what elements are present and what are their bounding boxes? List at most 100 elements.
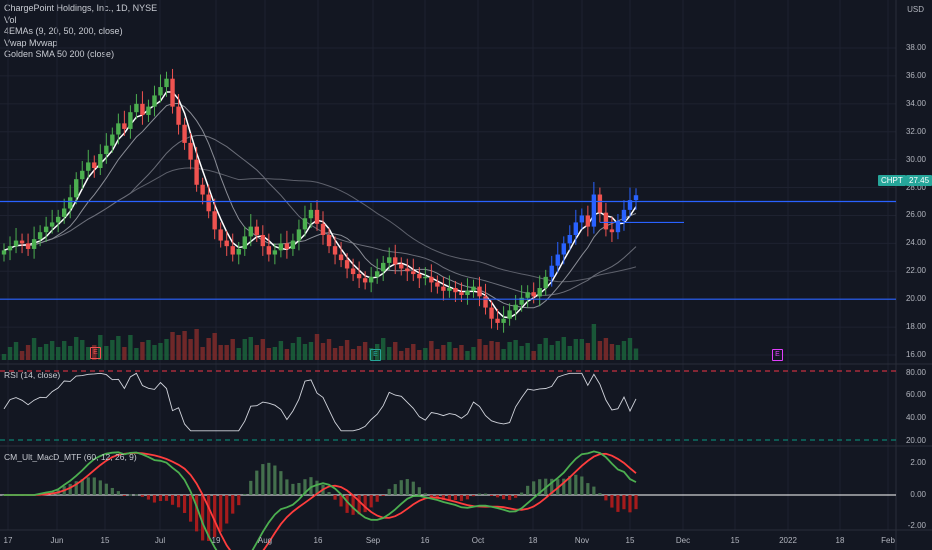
volume-bar bbox=[567, 346, 572, 360]
price-tick-label: 28.00 bbox=[905, 182, 926, 192]
earnings-marker-1[interactable]: E bbox=[90, 347, 101, 359]
indicator-emas[interactable]: 4EMAs (9, 20, 50, 200, close) bbox=[4, 26, 123, 36]
time-tick-label: Sep bbox=[365, 536, 381, 545]
volume-bar bbox=[423, 348, 428, 360]
macd-histogram-bar bbox=[387, 488, 391, 495]
candle-body bbox=[224, 240, 229, 247]
last-price-tag: 27.45 bbox=[906, 175, 932, 186]
volume-bar bbox=[483, 345, 488, 360]
earnings-marker-3[interactable]: E bbox=[772, 349, 783, 361]
candle-body bbox=[110, 134, 115, 146]
candle-body bbox=[459, 292, 464, 295]
volume-bar bbox=[326, 339, 332, 360]
volume-bar bbox=[68, 346, 73, 360]
macd-histogram-bar bbox=[158, 495, 163, 502]
candle-body bbox=[31, 239, 37, 249]
macd-histogram-bar bbox=[369, 495, 373, 508]
macd-histogram-bar bbox=[586, 483, 590, 495]
macd-histogram-bar bbox=[465, 495, 470, 500]
candle-body bbox=[531, 292, 536, 297]
candle-body bbox=[399, 264, 404, 269]
price-tick-label: 32.00 bbox=[905, 126, 926, 136]
candle-body bbox=[248, 226, 253, 237]
sma-200-line bbox=[3, 167, 637, 283]
price-tick-label: 36.00 bbox=[905, 70, 926, 80]
indicator-golden-sma[interactable]: Golden SMA 50 200 (close) bbox=[4, 49, 115, 59]
volume-bar bbox=[597, 341, 603, 360]
macd-histogram-bar bbox=[237, 495, 241, 506]
candle-body bbox=[483, 296, 488, 308]
volume-bar bbox=[19, 351, 25, 360]
macd-histogram-bar bbox=[604, 495, 608, 501]
volume-bar bbox=[615, 345, 621, 360]
macd-line bbox=[4, 450, 637, 550]
macd-histogram-bar bbox=[532, 481, 536, 495]
candle-body bbox=[507, 310, 512, 319]
volume-bar bbox=[591, 324, 597, 360]
rsi-level-80: 80.00 bbox=[905, 368, 926, 377]
volume-bar bbox=[525, 343, 530, 360]
macd-histogram-bar bbox=[393, 484, 397, 495]
volume-bar bbox=[332, 348, 338, 360]
macd-histogram-bar bbox=[333, 495, 337, 500]
macd-histogram-bar bbox=[453, 495, 458, 501]
volume-bar bbox=[224, 345, 229, 360]
candle-body bbox=[98, 154, 103, 169]
volume-bar bbox=[393, 342, 398, 360]
time-tick-label: 2022 bbox=[779, 536, 797, 545]
macd-histogram-bar bbox=[74, 481, 78, 495]
earnings-marker-2[interactable]: E bbox=[370, 349, 381, 361]
time-tick-label: 17 bbox=[3, 536, 13, 545]
macd-histogram-bar bbox=[146, 495, 151, 500]
macd-histogram-bar bbox=[267, 462, 271, 495]
time-tick-label: Feb bbox=[881, 536, 895, 545]
macd-histogram-bar bbox=[243, 493, 247, 495]
rsi-line bbox=[3, 372, 637, 432]
candle-body bbox=[212, 211, 217, 230]
candle-body bbox=[603, 212, 609, 230]
macd-histogram-bar bbox=[514, 495, 518, 498]
volume-bar bbox=[471, 347, 476, 360]
volume-bar bbox=[381, 338, 386, 360]
rsi-level-60: 60.00 bbox=[905, 390, 926, 399]
candle-body bbox=[296, 229, 302, 241]
macd-histogram-bar bbox=[628, 495, 632, 513]
symbol-title[interactable]: ChargePoint Holdings, Inc., 1D, NYSE bbox=[4, 3, 158, 13]
macd-histogram-bar bbox=[261, 464, 265, 495]
candle-body bbox=[447, 288, 452, 291]
volume-bar bbox=[92, 345, 97, 360]
candle-body bbox=[567, 234, 572, 244]
volume-bar bbox=[561, 337, 566, 360]
candle-body bbox=[344, 260, 350, 269]
rsi-title[interactable]: RSI (14, close) bbox=[4, 370, 61, 380]
macd-histogram-bar bbox=[441, 495, 445, 501]
volume-bar bbox=[501, 349, 506, 360]
macd-histogram-bar bbox=[195, 495, 199, 532]
candle-body bbox=[621, 209, 627, 222]
volume-bar bbox=[495, 342, 500, 360]
indicator-vwap[interactable]: Vwap Mvwap bbox=[4, 37, 58, 48]
volume-bar bbox=[362, 342, 368, 360]
indicator-volume[interactable]: Vol bbox=[4, 14, 17, 25]
macd-level-2: 2.00 bbox=[910, 458, 926, 467]
candle-body bbox=[495, 318, 500, 323]
macd-histogram-bar bbox=[634, 495, 638, 510]
candle-body bbox=[218, 229, 223, 241]
macd-title[interactable]: CM_Ult_MacD_MTF (60, 12, 26, 9) bbox=[4, 452, 137, 462]
volume-bar bbox=[308, 342, 314, 360]
volume-bar bbox=[296, 337, 302, 360]
candle-body bbox=[338, 254, 344, 261]
volume-bar bbox=[627, 338, 633, 360]
macd-histogram-bar bbox=[188, 495, 193, 522]
candle-body bbox=[37, 232, 43, 240]
candle-body bbox=[13, 240, 19, 247]
rsi-level-40: 40.00 bbox=[905, 413, 926, 422]
volume-bar bbox=[374, 344, 380, 360]
candle-body bbox=[579, 215, 585, 223]
volume-bar bbox=[128, 335, 133, 360]
volume-bar bbox=[537, 344, 542, 360]
volume-bar bbox=[218, 345, 223, 360]
volume-bar bbox=[621, 341, 627, 360]
rsi-level-20: 20.00 bbox=[905, 436, 926, 445]
